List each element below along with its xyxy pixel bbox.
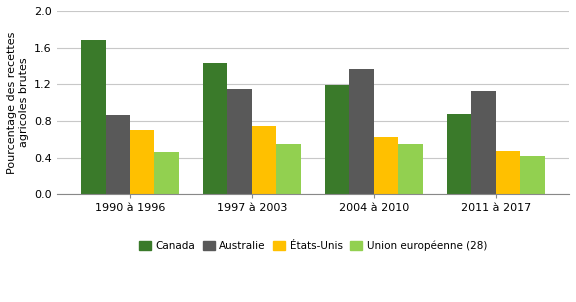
Bar: [130, 130, 154, 194]
Bar: [447, 114, 472, 194]
Bar: [520, 156, 545, 194]
Y-axis label: Pourcentage des recettes
agricoles brutes: Pourcentage des recettes agricoles brute…: [7, 31, 29, 174]
Bar: [154, 152, 179, 194]
Bar: [203, 63, 228, 194]
Bar: [276, 144, 301, 194]
Bar: [374, 137, 398, 194]
Bar: [350, 69, 374, 194]
Legend: Canada, Australie, États-Unis, Union européenne (28): Canada, Australie, États-Unis, Union eur…: [135, 236, 491, 255]
Bar: [81, 40, 105, 194]
Bar: [398, 144, 423, 194]
Bar: [228, 89, 252, 194]
Bar: [472, 91, 496, 194]
Bar: [325, 85, 350, 194]
Bar: [496, 151, 520, 194]
Bar: [252, 127, 276, 194]
Bar: [105, 114, 130, 194]
